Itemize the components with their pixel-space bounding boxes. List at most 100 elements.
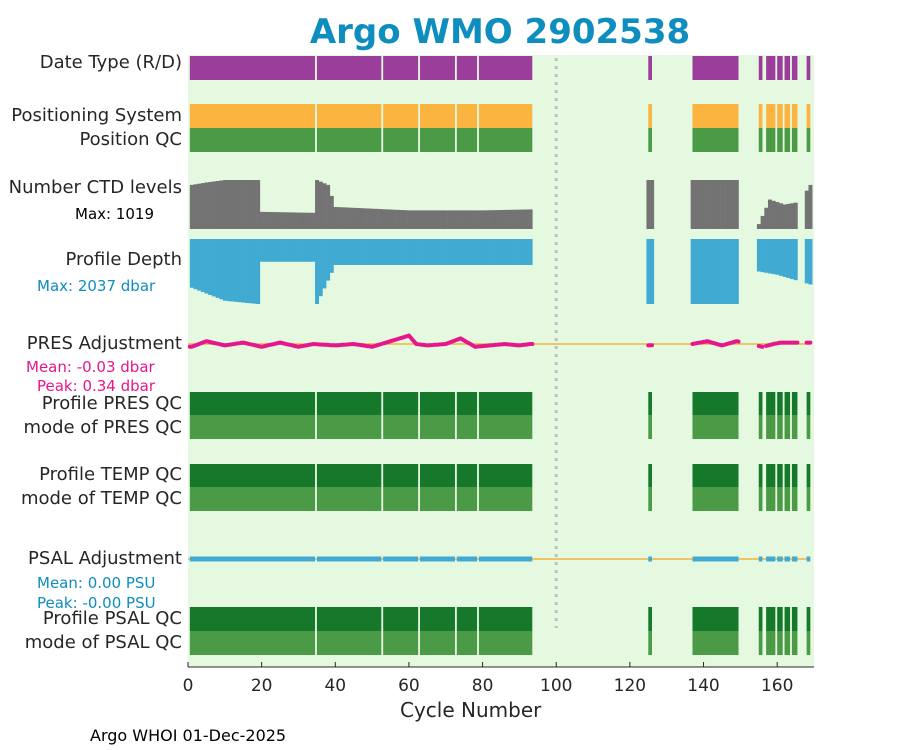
ctd-levels-bar: [451, 210, 456, 229]
profile-depth-bar: [351, 239, 356, 265]
x-tick-label: 140: [687, 676, 719, 696]
ctd-levels-bar: [491, 210, 496, 229]
ctd-levels-bar: [756, 224, 761, 229]
positioning-system-segment-11: [784, 104, 791, 128]
profile-pres-qc-segment-13: [806, 392, 811, 415]
position-qc-segment-5: [478, 128, 533, 152]
profile-depth-bar: [322, 239, 327, 289]
profile-depth-bar: [189, 239, 194, 288]
psal-adjustment-segment-5: [478, 556, 533, 562]
row-label-profile-temp-qc: Profile TEMP QC: [39, 464, 182, 485]
profile-pres-qc-segment-10: [777, 392, 783, 415]
profile-depth-bar: [403, 239, 408, 265]
positioning-system-segment-5: [478, 104, 533, 128]
ctd-levels-bar: [443, 210, 448, 229]
profile-depth-bar: [274, 239, 279, 262]
x-tick-label: 0: [183, 676, 194, 696]
date-type-segment-10: [777, 56, 783, 80]
x-axis: 0 20 40 60 80 100 120 140 160: [183, 662, 814, 696]
x-tick-label: 120: [614, 676, 646, 696]
ctd-levels-bar: [326, 184, 331, 229]
ctd-levels-bar: [189, 184, 194, 229]
mode-psal-qc-segment-5: [478, 631, 533, 655]
profile-depth-bar: [454, 239, 459, 265]
ctd-levels-bar: [414, 210, 419, 229]
ctd-levels-bar: [403, 210, 408, 229]
mode-temp-qc-segment-6: [648, 487, 652, 511]
ctd-levels-bar: [407, 210, 412, 229]
date-type-segment-6: [648, 56, 652, 80]
ctd-levels-bar: [701, 180, 706, 229]
positioning-system-segment-13: [806, 104, 811, 128]
row-label-date-type: Date Type (R/D): [39, 52, 182, 73]
profile-depth-bar: [311, 239, 316, 262]
profile-temp-qc-segment-5: [478, 464, 533, 487]
ctd-levels-bar: [340, 207, 345, 229]
psal-adjustment-segment-2: [383, 556, 419, 562]
profile-depth-bar: [528, 239, 533, 265]
profile-depth-bar: [303, 239, 308, 262]
ctd-levels-bar: [300, 212, 305, 229]
psal-adjustment-peak: Peak: -0.00 PSU: [37, 594, 156, 612]
mode-psal-qc-segment-8: [758, 631, 763, 655]
ctd-levels-bar: [488, 210, 493, 229]
date-type-segment-13: [806, 56, 811, 80]
mode-pres-qc-segment-4: [456, 415, 478, 439]
pres-adjustment-series-4: [454, 336, 480, 349]
ctd-levels-bar: [646, 180, 651, 229]
ctd-levels-bar: [303, 212, 308, 229]
mode-pres-qc-segment-11: [784, 415, 791, 439]
ctd-levels-bar: [473, 210, 478, 229]
ctd-levels-bar: [521, 209, 526, 229]
profile-depth-bar: [385, 239, 389, 265]
pres-adjustment-series-5: [476, 341, 535, 349]
mode-temp-qc-segment-10: [777, 487, 783, 511]
ctd-levels-bar: [245, 180, 250, 229]
ctd-levels-bar: [484, 210, 489, 229]
ctd-levels-bar: [775, 202, 780, 229]
ctd-levels-bar: [469, 210, 474, 229]
x-tick-label: 60: [398, 676, 420, 696]
profile-depth-bar: [307, 239, 312, 262]
ctd-levels-bar: [432, 210, 437, 229]
profile-temp-qc-segment-9: [766, 464, 776, 487]
psal-adjustment-segment-6: [648, 556, 652, 562]
ctd-levels-bar: [466, 210, 470, 229]
profile-temp-qc-segment-1: [316, 464, 382, 487]
profile-depth-bar: [230, 239, 235, 302]
row-label-positioning-system: Positioning System: [11, 105, 182, 126]
position-qc-segment-2: [383, 128, 419, 152]
ctd-levels-bar: [495, 210, 500, 229]
profile-depth-bar: [513, 239, 518, 265]
profile-depth-bar: [705, 239, 710, 304]
positioning-system-segment-9: [766, 104, 776, 128]
ctd-levels-bar: [322, 183, 327, 229]
profile-depth-bar: [329, 239, 334, 273]
profile-pres-qc-segment-9: [766, 392, 776, 415]
ctd-levels-bar: [193, 184, 198, 229]
ctd-levels-bar: [731, 180, 736, 229]
profile-depth-bar: [782, 239, 787, 277]
mode-pres-qc-segment-10: [777, 415, 783, 439]
positioning-system-segment-1: [316, 104, 382, 128]
mode-pres-qc-segment-0: [189, 415, 316, 439]
profile-psal-qc-segment-11: [784, 607, 791, 631]
ctd-levels-bar: [256, 180, 261, 229]
positioning-system-segment-7: [692, 104, 739, 128]
profile-depth-bar: [502, 239, 507, 265]
psal-adjustment-segment-9: [766, 556, 776, 562]
profile-temp-qc-segment-4: [456, 464, 478, 487]
profile-pres-qc-segment-4: [456, 392, 478, 415]
row-label-mode-psal-qc: mode of PSAL QC: [24, 632, 182, 653]
mode-temp-qc-segment-9: [766, 487, 776, 511]
ctd-levels-bar: [790, 203, 795, 229]
profile-depth-bar: [510, 239, 515, 265]
ctd-levels-bar: [771, 200, 776, 229]
date-type-segment-4: [456, 56, 478, 80]
ctd-levels-bar: [344, 207, 349, 229]
profile-depth-bar: [234, 239, 239, 302]
profile-depth-bar: [698, 239, 702, 304]
ctd-levels-bar: [318, 181, 323, 229]
profile-psal-qc-segment-0: [189, 607, 316, 631]
mode-pres-qc-segment-9: [766, 415, 776, 439]
